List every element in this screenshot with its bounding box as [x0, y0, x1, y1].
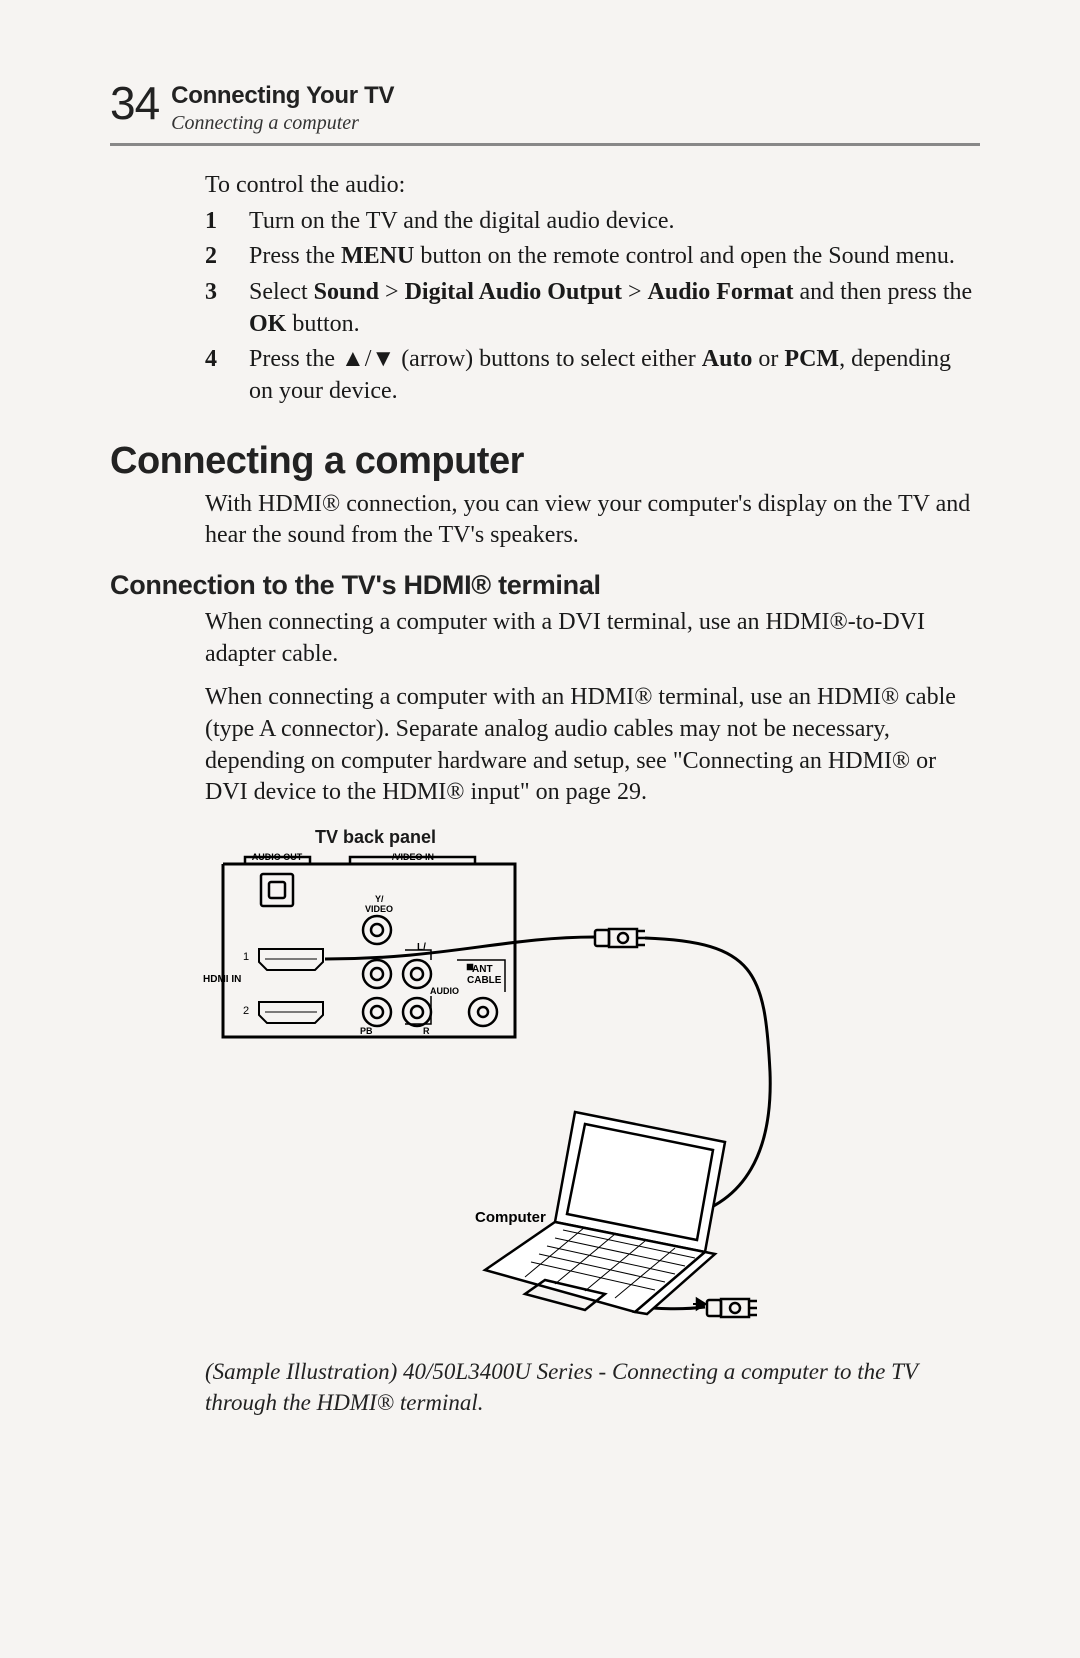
- list-item: 1 Turn on the TV and the digital audio d…: [205, 206, 980, 238]
- step-text: Press the MENU button on the remote cont…: [249, 241, 980, 273]
- chapter-title: Connecting Your TV: [171, 82, 394, 110]
- diagram-title: TV back panel: [315, 827, 980, 848]
- page-header: 34 Connecting Your TV Connecting a compu…: [110, 80, 980, 135]
- step-text: Turn on the TV and the digital audio dev…: [249, 206, 980, 238]
- svg-text:1: 1: [243, 951, 249, 963]
- svg-text:AUDIO: AUDIO: [430, 986, 459, 996]
- svg-text:AUDIO OUT: AUDIO OUT: [252, 852, 303, 862]
- list-item: 3 Select Sound > Digital Audio Output > …: [205, 277, 980, 340]
- audio-intro: To control the audio:: [205, 170, 980, 202]
- svg-text:CABLE: CABLE: [467, 975, 502, 986]
- header-rule: [110, 143, 980, 146]
- audio-control-block: To control the audio: 1 Turn on the TV a…: [205, 170, 980, 408]
- step-number: 4: [205, 344, 223, 407]
- section-paragraph: With HDMI® connection, you can view your…: [205, 489, 980, 552]
- section-heading: Connecting a computer: [110, 440, 980, 483]
- figure-caption: (Sample Illustration) 40/50L3400U Series…: [205, 1356, 980, 1418]
- computer-label: Computer: [475, 1209, 546, 1226]
- page-number: 34: [110, 80, 159, 126]
- section-paragraph: When connecting a computer with an HDMI®…: [205, 682, 980, 809]
- svg-text:/VIDEO IN: /VIDEO IN: [392, 852, 434, 862]
- step-number: 2: [205, 241, 223, 273]
- list-item: 4 Press the ▲/▼ (arrow) buttons to selec…: [205, 344, 980, 407]
- svg-text:Y/: Y/: [375, 894, 384, 904]
- chapter-subsection: Connecting a computer: [171, 112, 394, 135]
- step-text: Press the ▲/▼ (arrow) buttons to select …: [249, 344, 980, 407]
- step-text: Select Sound > Digital Audio Output > Au…: [249, 277, 980, 340]
- svg-text:R: R: [423, 1026, 430, 1036]
- svg-text:VIDEO: VIDEO: [365, 904, 393, 914]
- svg-text:2: 2: [243, 1005, 249, 1017]
- section-paragraph: When connecting a computer with a DVI te…: [205, 607, 980, 670]
- svg-text:L/: L/: [417, 942, 426, 953]
- svg-text:HDMI IN: HDMI IN: [203, 974, 241, 985]
- svg-text:PB: PB: [360, 1026, 373, 1036]
- audio-steps-list: 1 Turn on the TV and the digital audio d…: [205, 206, 980, 408]
- connection-diagram: TV back panel DIGITAL AUDIO OUT COLOR ST…: [195, 827, 980, 1332]
- svg-text:ANT: ANT: [472, 964, 493, 975]
- step-number: 1: [205, 206, 223, 238]
- diagram-svg: DIGITAL AUDIO OUT COLOR STREAM HD /VIDEO…: [195, 852, 815, 1332]
- step-number: 3: [205, 277, 223, 340]
- list-item: 2 Press the MENU button on the remote co…: [205, 241, 980, 273]
- subsection-heading: Connection to the TV's HDMI® terminal: [110, 570, 980, 601]
